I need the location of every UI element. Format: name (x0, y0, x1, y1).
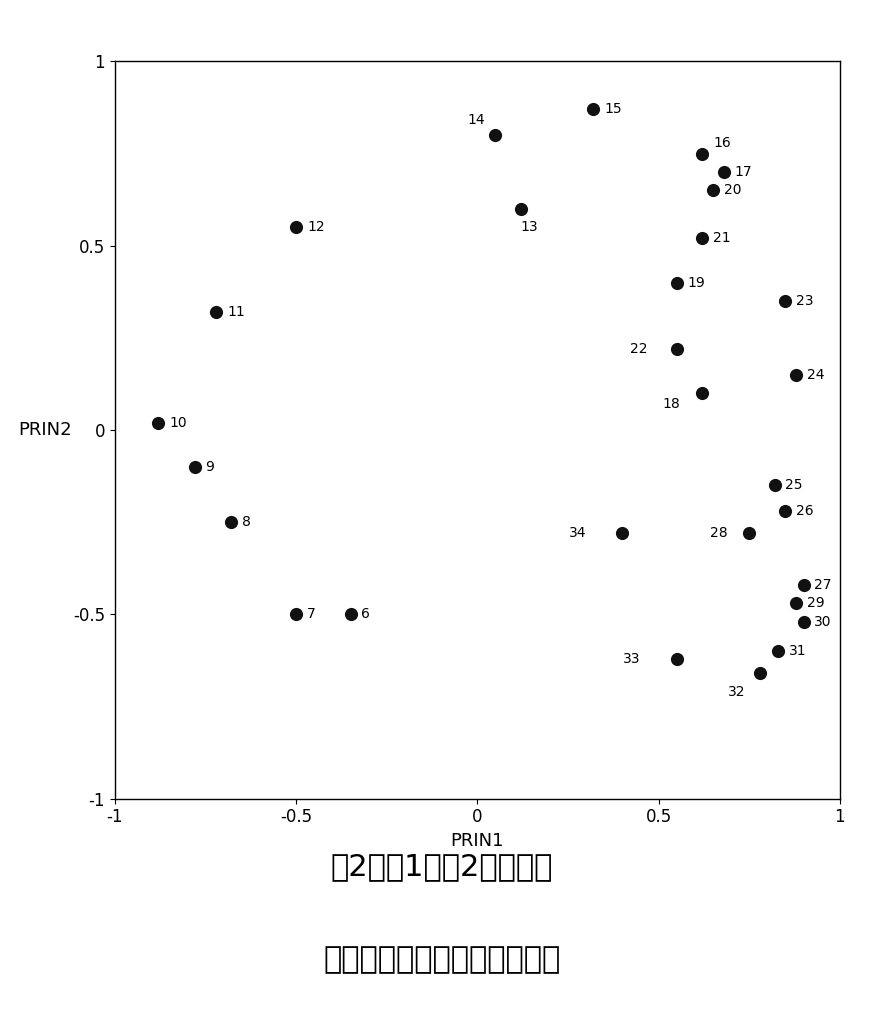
Text: 14: 14 (467, 114, 484, 127)
Point (779, 503, 793, 519)
Point (743, 525, 757, 542)
X-axis label: PRIN1: PRIN1 (451, 831, 504, 850)
Point (514, 201, 528, 217)
Text: 8: 8 (242, 515, 251, 529)
Point (695, 230, 709, 247)
Text: 31: 31 (789, 644, 807, 658)
Point (210, 304, 224, 321)
Text: 24: 24 (807, 368, 825, 382)
Point (771, 643, 785, 659)
Text: 30: 30 (814, 614, 832, 629)
Text: 26: 26 (796, 504, 814, 518)
Point (489, 127, 503, 143)
Text: 34: 34 (568, 526, 586, 541)
Point (670, 341, 684, 357)
Point (670, 274, 684, 291)
Text: 20: 20 (724, 183, 742, 198)
Text: 各鎖長ピーク面積比との相関: 各鎖長ピーク面積比との相関 (324, 945, 560, 974)
Text: 10: 10 (170, 416, 187, 430)
Point (789, 595, 804, 611)
Text: 17: 17 (735, 165, 752, 179)
Point (796, 613, 811, 630)
Text: 25: 25 (786, 478, 803, 493)
Point (670, 650, 684, 667)
Text: 7: 7 (307, 607, 316, 622)
Point (767, 477, 781, 494)
Point (615, 525, 629, 542)
Text: 18: 18 (663, 397, 681, 412)
Point (717, 164, 731, 180)
Point (753, 666, 767, 682)
Text: 11: 11 (227, 305, 245, 319)
Text: 23: 23 (796, 294, 814, 308)
Y-axis label: PRIN2: PRIN2 (19, 421, 72, 439)
Text: 27: 27 (814, 578, 832, 592)
Point (706, 182, 720, 199)
Point (586, 101, 600, 118)
Point (187, 459, 202, 475)
Text: 16: 16 (713, 135, 731, 150)
Point (289, 606, 303, 623)
Text: 9: 9 (206, 460, 215, 474)
Point (695, 385, 709, 401)
Point (151, 415, 165, 431)
Point (289, 219, 303, 236)
Text: 33: 33 (623, 651, 641, 666)
Point (789, 367, 804, 383)
Text: 21: 21 (713, 231, 730, 246)
Point (779, 293, 793, 309)
Text: 32: 32 (728, 685, 745, 698)
Text: 28: 28 (710, 526, 728, 541)
Point (344, 606, 358, 623)
Point (695, 145, 709, 162)
Text: 図2　第1、第2主成分と: 図2 第1、第2主成分と (331, 853, 553, 882)
Text: 13: 13 (521, 220, 538, 234)
Text: 15: 15 (605, 102, 621, 117)
Point (796, 577, 811, 593)
Text: 22: 22 (630, 342, 648, 356)
Text: 29: 29 (807, 596, 825, 610)
Text: 19: 19 (688, 275, 705, 290)
Text: 6: 6 (362, 607, 370, 622)
Point (224, 514, 238, 530)
Text: 12: 12 (307, 220, 324, 234)
